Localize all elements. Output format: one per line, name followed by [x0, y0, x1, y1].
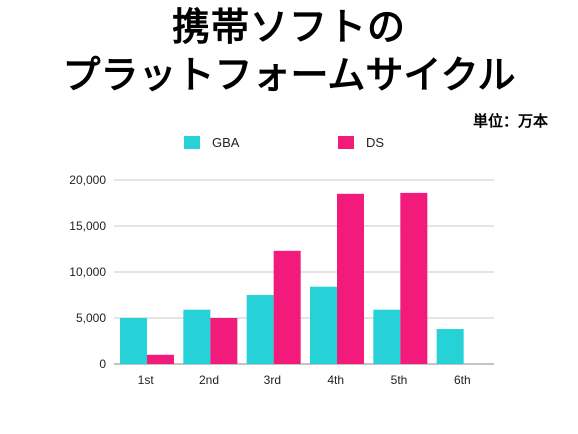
- bar-gba-3rd: [246, 295, 274, 364]
- bar-ds-2nd: [210, 318, 238, 364]
- x-tick-label: 6th: [454, 373, 471, 387]
- bar-ds-1st: [147, 354, 174, 364]
- legend-label-ds: DS: [366, 135, 385, 150]
- legend-swatch-gba: [184, 136, 200, 149]
- legend-item-gba: GBA: [184, 135, 239, 150]
- x-tick-label: 2nd: [199, 373, 219, 387]
- bar-ds-4th: [337, 193, 364, 364]
- y-tick-label: 20,000: [69, 173, 106, 187]
- x-tick-label: 3rd: [264, 373, 281, 387]
- x-tick-label: 4th: [327, 373, 344, 387]
- unit-label: 単位：万本: [472, 112, 548, 130]
- y-tick-label: 15,000: [69, 219, 106, 233]
- bar-ds-5th: [400, 192, 428, 364]
- bar-gba-1st: [120, 318, 147, 364]
- legend-swatch-ds: [338, 136, 354, 149]
- x-tick-label: 5th: [391, 373, 408, 387]
- legend-item-ds: DS: [338, 135, 384, 150]
- bar-gba-6th: [436, 329, 464, 364]
- bar-ds-3rd: [273, 250, 301, 364]
- bar-gba-4th: [310, 286, 337, 364]
- y-tick-label: 10,000: [69, 265, 106, 279]
- bar-gba-5th: [373, 309, 401, 364]
- y-tick-label: 0: [99, 357, 106, 371]
- y-tick-label: 5,000: [76, 311, 106, 325]
- x-tick-label: 1st: [138, 373, 155, 387]
- legend-label-gba: GBA: [212, 135, 240, 150]
- chart-title-line-2: プラットフォームサイクル: [62, 53, 516, 97]
- chart-title-line-1: 携帯ソフトの: [171, 5, 406, 49]
- bar-gba-2nd: [183, 309, 211, 364]
